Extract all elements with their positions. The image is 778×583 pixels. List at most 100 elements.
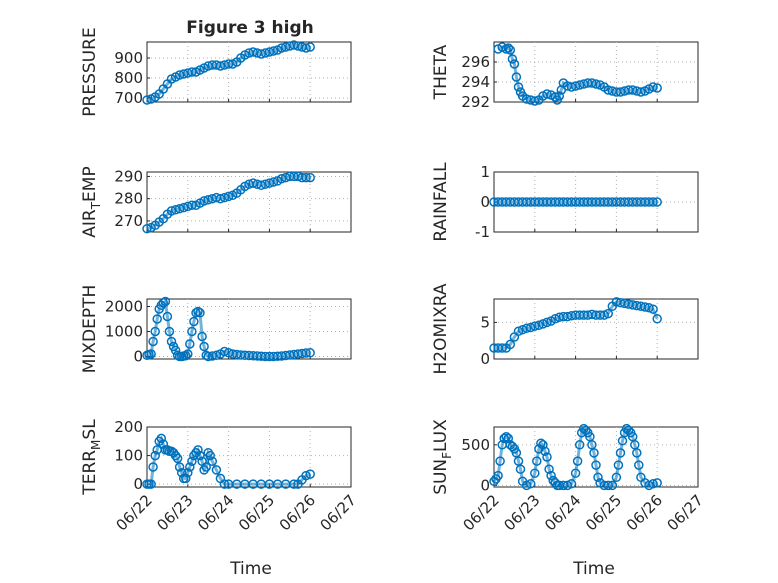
- data-point: [623, 425, 634, 435]
- data-point: [644, 480, 654, 491]
- data-point: [589, 448, 599, 458]
- data-point: [505, 339, 516, 350]
- data-point: [607, 480, 618, 491]
- y-tick-label: 1: [480, 163, 490, 181]
- data-point: [648, 304, 658, 314]
- data-point: [538, 440, 548, 450]
- data-point: [611, 472, 622, 483]
- y-axis-label-h2omixra: H2OMIXRA: [431, 283, 451, 374]
- data-point: [195, 308, 205, 318]
- data-point: [505, 45, 516, 55]
- axes-box-mixdepth: [146, 298, 352, 360]
- data-point: [603, 308, 613, 319]
- data-point: [193, 306, 203, 317]
- data-point: [301, 470, 311, 481]
- y-tick-label: 100: [114, 447, 143, 465]
- data-point: [530, 96, 540, 106]
- y-axis-label-terr-msl: TERRMSL: [80, 419, 103, 496]
- data-point: [515, 464, 526, 474]
- data-point: [501, 431, 511, 442]
- data-point: [189, 316, 199, 327]
- data-point: [181, 351, 191, 361]
- panel-pressure: 700 800 900 PRESSURE: [80, 27, 352, 117]
- data-point: [507, 54, 518, 64]
- data-point: [566, 479, 577, 489]
- panel-h2omixra: 0 5 H2OMIXRA: [431, 283, 699, 375]
- data-point: [301, 43, 311, 53]
- data-point: [648, 82, 658, 92]
- data-point: [185, 462, 195, 472]
- data-point: [268, 177, 279, 187]
- x-tick-label: 06/26: [276, 491, 319, 534]
- data-point: [499, 433, 509, 444]
- y-tick-label: 292: [461, 93, 490, 111]
- data-point: [301, 172, 311, 183]
- y-tick-label: 0: [480, 193, 490, 211]
- data-point: [503, 43, 514, 53]
- data-point: [603, 480, 613, 491]
- y-tick-label: 500: [461, 436, 490, 454]
- data-point: [574, 440, 585, 450]
- y-tick-label: 900: [114, 49, 143, 67]
- x-tick-label: 06/25: [582, 491, 625, 534]
- data-point: [542, 317, 552, 328]
- y-tick-label: 5: [480, 313, 490, 331]
- data-point: [648, 479, 658, 489]
- x-tick-label: 06/24: [541, 491, 584, 534]
- data-point: [215, 193, 226, 204]
- data-point: [268, 46, 279, 56]
- data-point: [648, 197, 658, 207]
- y-tick-label: 0: [480, 350, 490, 368]
- data-point: [166, 336, 177, 347]
- data-point: [183, 349, 193, 359]
- panel-air-temp: 270 280 290 AIRTEMP: [80, 166, 352, 238]
- x-axis-label-left: Time: [229, 559, 272, 579]
- data-point: [289, 479, 299, 489]
- data-point: [148, 462, 158, 472]
- y-tick-label: 0: [133, 475, 143, 493]
- x-tick-label: 06/24: [194, 491, 237, 534]
- data-point: [636, 87, 646, 97]
- data-point: [542, 89, 552, 99]
- data-point: [581, 425, 591, 435]
- data-point: [562, 480, 573, 491]
- data-point: [219, 346, 230, 357]
- data-point: [593, 472, 603, 483]
- data-point: [142, 223, 152, 234]
- data-point: [183, 467, 193, 478]
- data-point: [513, 326, 524, 336]
- y-tick-label: 270: [114, 212, 143, 230]
- data-point: [511, 72, 522, 82]
- data-point: [174, 462, 185, 472]
- data-point: [509, 59, 520, 69]
- data-point: [187, 326, 197, 337]
- data-point: [613, 460, 624, 470]
- data-point: [142, 95, 152, 105]
- data-point: [634, 460, 644, 470]
- data-point: [493, 470, 503, 481]
- y-tick-label: 0: [133, 348, 143, 366]
- data-point: [532, 456, 542, 466]
- figure-title: Figure 3 high: [186, 18, 314, 38]
- data-point: [301, 348, 311, 358]
- data-point: [162, 311, 173, 322]
- data-point: [195, 450, 205, 461]
- x-tick-label: 06/22: [113, 491, 156, 534]
- data-point: [148, 336, 158, 347]
- y-tick-label: 296: [461, 53, 490, 71]
- data-point: [495, 456, 505, 466]
- data-point: [305, 42, 315, 52]
- y-tick-label: 0: [480, 476, 490, 494]
- data-point: [223, 191, 234, 202]
- x-tick-label: 06/26: [623, 491, 666, 534]
- y-tick-label: 280: [114, 190, 143, 208]
- data-point: [534, 320, 544, 331]
- data-point: [211, 350, 222, 361]
- data-point: [652, 83, 662, 93]
- y-tick-label: 290: [114, 167, 143, 185]
- data-point: [536, 438, 546, 448]
- data-point: [146, 479, 156, 489]
